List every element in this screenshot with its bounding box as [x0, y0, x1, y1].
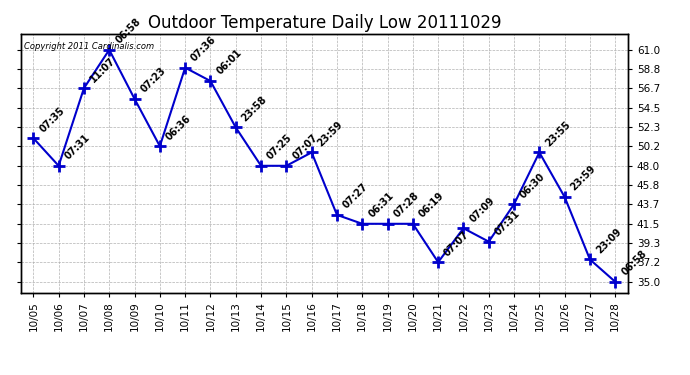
- Text: 11:07: 11:07: [88, 55, 117, 84]
- Text: 07:23: 07:23: [139, 66, 168, 95]
- Text: 06:58: 06:58: [113, 16, 143, 46]
- Text: 07:27: 07:27: [341, 182, 370, 211]
- Text: 07:31: 07:31: [493, 209, 522, 237]
- Text: 07:35: 07:35: [37, 105, 66, 134]
- Text: 06:36: 06:36: [164, 113, 193, 142]
- Text: 07:25: 07:25: [265, 133, 294, 162]
- Text: 07:28: 07:28: [392, 190, 421, 220]
- Text: 06:58: 06:58: [620, 249, 649, 278]
- Text: 07:07: 07:07: [290, 133, 319, 162]
- Text: 07:07: 07:07: [442, 229, 471, 258]
- Text: 06:31: 06:31: [366, 190, 395, 220]
- Text: 06:01: 06:01: [215, 48, 244, 77]
- Text: 06:19: 06:19: [417, 190, 446, 220]
- Title: Outdoor Temperature Daily Low 20111029: Outdoor Temperature Daily Low 20111029: [148, 14, 501, 32]
- Text: 23:58: 23:58: [240, 94, 269, 123]
- Text: Copyright 2011 Cardinalis.com: Copyright 2011 Cardinalis.com: [23, 42, 154, 51]
- Text: 23:59: 23:59: [316, 119, 345, 148]
- Text: 06:30: 06:30: [518, 171, 547, 200]
- Text: 07:09: 07:09: [468, 195, 497, 224]
- Text: 23:55: 23:55: [544, 119, 573, 148]
- Text: 07:31: 07:31: [63, 133, 92, 162]
- Text: 07:36: 07:36: [189, 34, 218, 63]
- Text: 23:09: 23:09: [594, 226, 623, 255]
- Text: 23:59: 23:59: [569, 164, 598, 193]
